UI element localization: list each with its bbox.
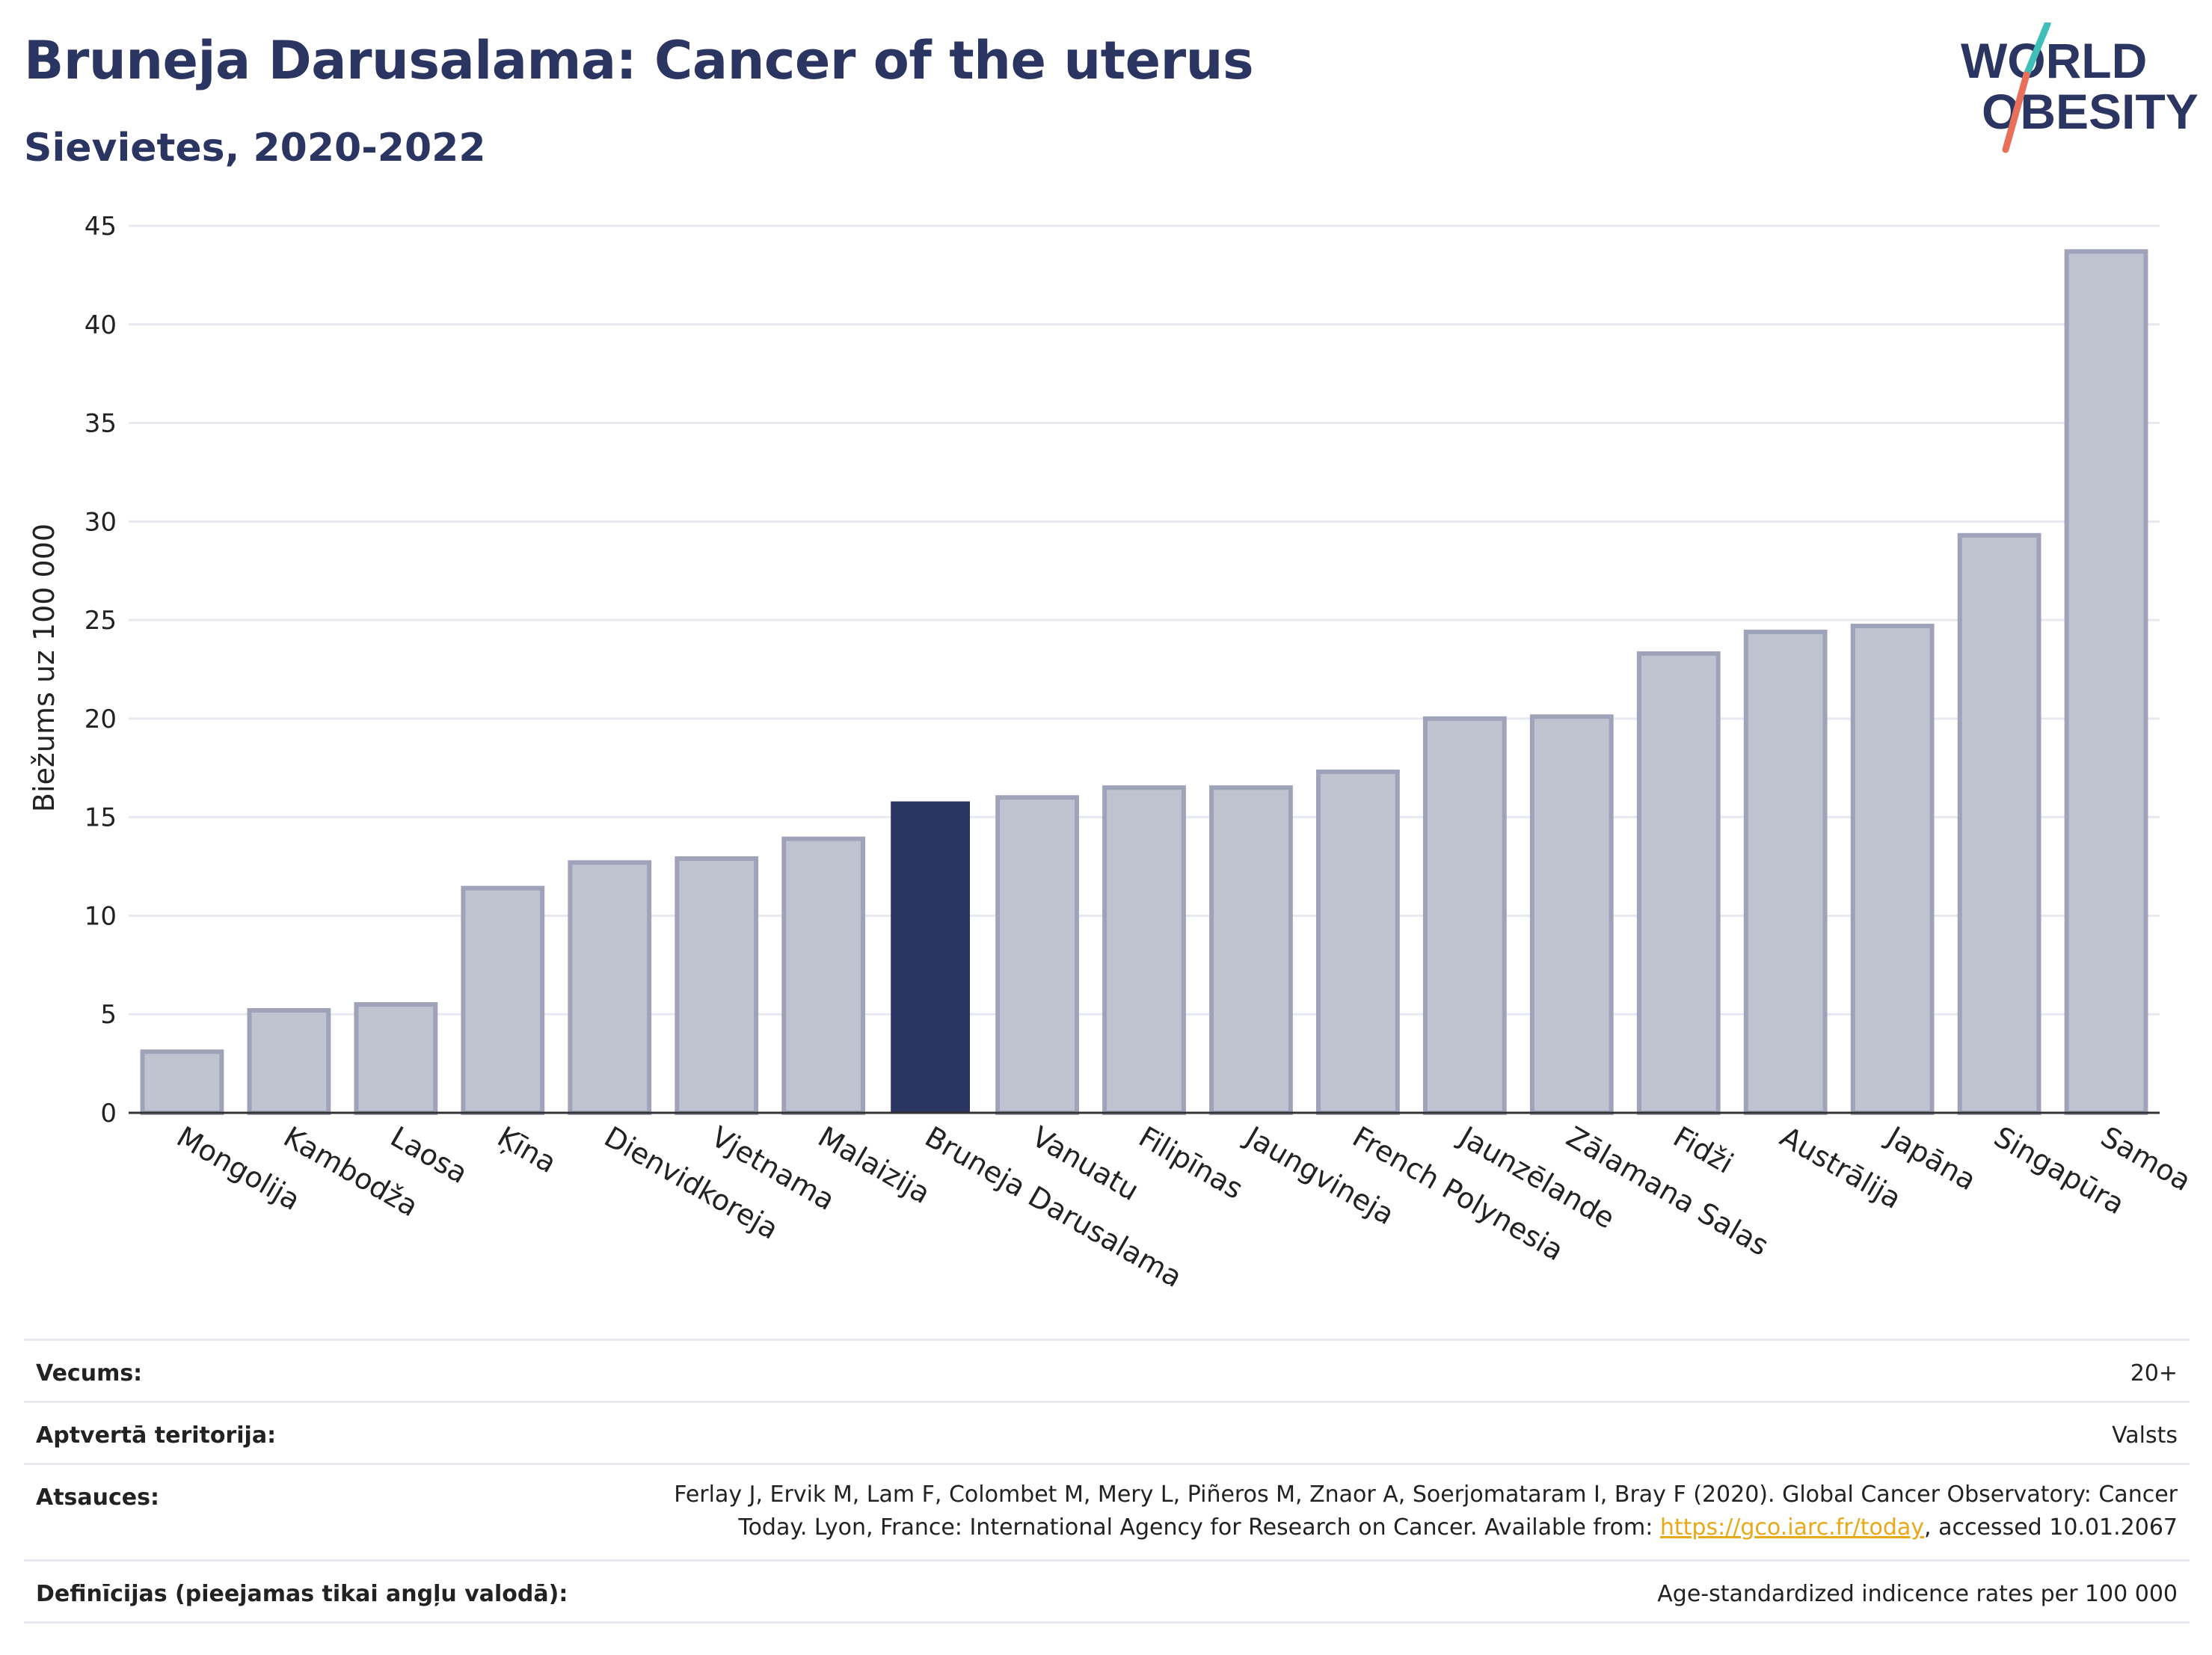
bar	[1316, 770, 1400, 1115]
y-axis-label: Biežums uz 100 000	[28, 523, 61, 812]
info-table: Vecums: 20+ Aptvertā teritorija: Valsts …	[24, 1339, 2190, 1624]
info-row-territory: Aptvertā teritorija: Valsts	[24, 1401, 2190, 1463]
y-tick-label: 25	[85, 606, 117, 636]
bar	[1957, 532, 2042, 1115]
bar	[781, 836, 866, 1116]
definitions-value: Age-standardized indicence rates per 100…	[1657, 1581, 2178, 1607]
y-tick-label: 35	[85, 409, 117, 439]
y-tick-label: 30	[85, 507, 117, 537]
bar	[675, 856, 759, 1115]
references-text: Ferlay J, Ervik M, Lam F, Colombet M, Me…	[674, 1481, 2178, 1541]
info-row-references: Atsauces: Ferlay J, Ervik M, Lam F, Colo…	[24, 1463, 2190, 1559]
y-tick-label: 5	[100, 1000, 117, 1030]
bar	[461, 885, 545, 1115]
x-tick-label: Ķīna	[492, 1120, 562, 1180]
bar	[1636, 651, 1721, 1115]
age-label: Vecums:	[36, 1360, 143, 1387]
bar	[140, 1049, 224, 1115]
territory-value: Valsts	[2112, 1422, 2178, 1449]
info-row-age: Vecums: 20+	[24, 1339, 2190, 1401]
y-tick-label: 15	[85, 803, 117, 833]
world-obesity-logo: WORLD OBESITY	[1961, 22, 2199, 153]
bar	[995, 795, 1079, 1116]
y-tick-label: 20	[85, 704, 117, 734]
chart-subtitle: Sievietes, 2020-2022	[24, 126, 486, 171]
y-tick-label: 40	[85, 310, 117, 340]
logo-world-text: WORLD	[1961, 33, 2147, 88]
age-value: 20+	[2130, 1360, 2178, 1387]
y-tick-label: 0	[100, 1099, 117, 1129]
bar	[1102, 785, 1186, 1115]
references-link[interactable]: https://gco.iarc.fr/today	[1659, 1514, 1925, 1541]
references-label: Atsauces:	[36, 1484, 159, 1511]
x-tick-label: Austrālija	[1775, 1120, 1907, 1215]
x-tick-label: Filipīnas	[1134, 1120, 1249, 1206]
bar	[2064, 249, 2148, 1115]
territory-label: Aptvertā teritorija:	[36, 1422, 277, 1449]
references-accessed: , accessed 10.01.2067	[1924, 1514, 2178, 1541]
x-tick-label: Fidži	[1668, 1120, 1739, 1180]
bar	[1422, 716, 1507, 1115]
y-tick-label: 45	[85, 212, 117, 242]
bar	[1850, 624, 1935, 1115]
definitions-label: Definīcijas (pieejamas tikai angļu valod…	[36, 1581, 568, 1607]
references-value: Ferlay J, Ervik M, Lam F, Colombet M, Me…	[607, 1479, 2178, 1544]
bar	[247, 1007, 331, 1116]
bar	[354, 1002, 438, 1115]
bar	[1743, 629, 1828, 1115]
y-tick-label: 10	[85, 901, 117, 931]
info-row-definitions: Definīcijas (pieejamas tikai angļu valod…	[24, 1559, 2190, 1624]
chart-title: Bruneja Darusalama: Cancer of the uterus	[24, 30, 1254, 91]
bar	[568, 860, 652, 1115]
bar	[1529, 714, 1614, 1115]
bar	[891, 801, 970, 1113]
logo-teal-stroke	[2023, 22, 2051, 79]
bar	[1209, 785, 1293, 1115]
logo-coral-stroke	[2002, 71, 2030, 153]
